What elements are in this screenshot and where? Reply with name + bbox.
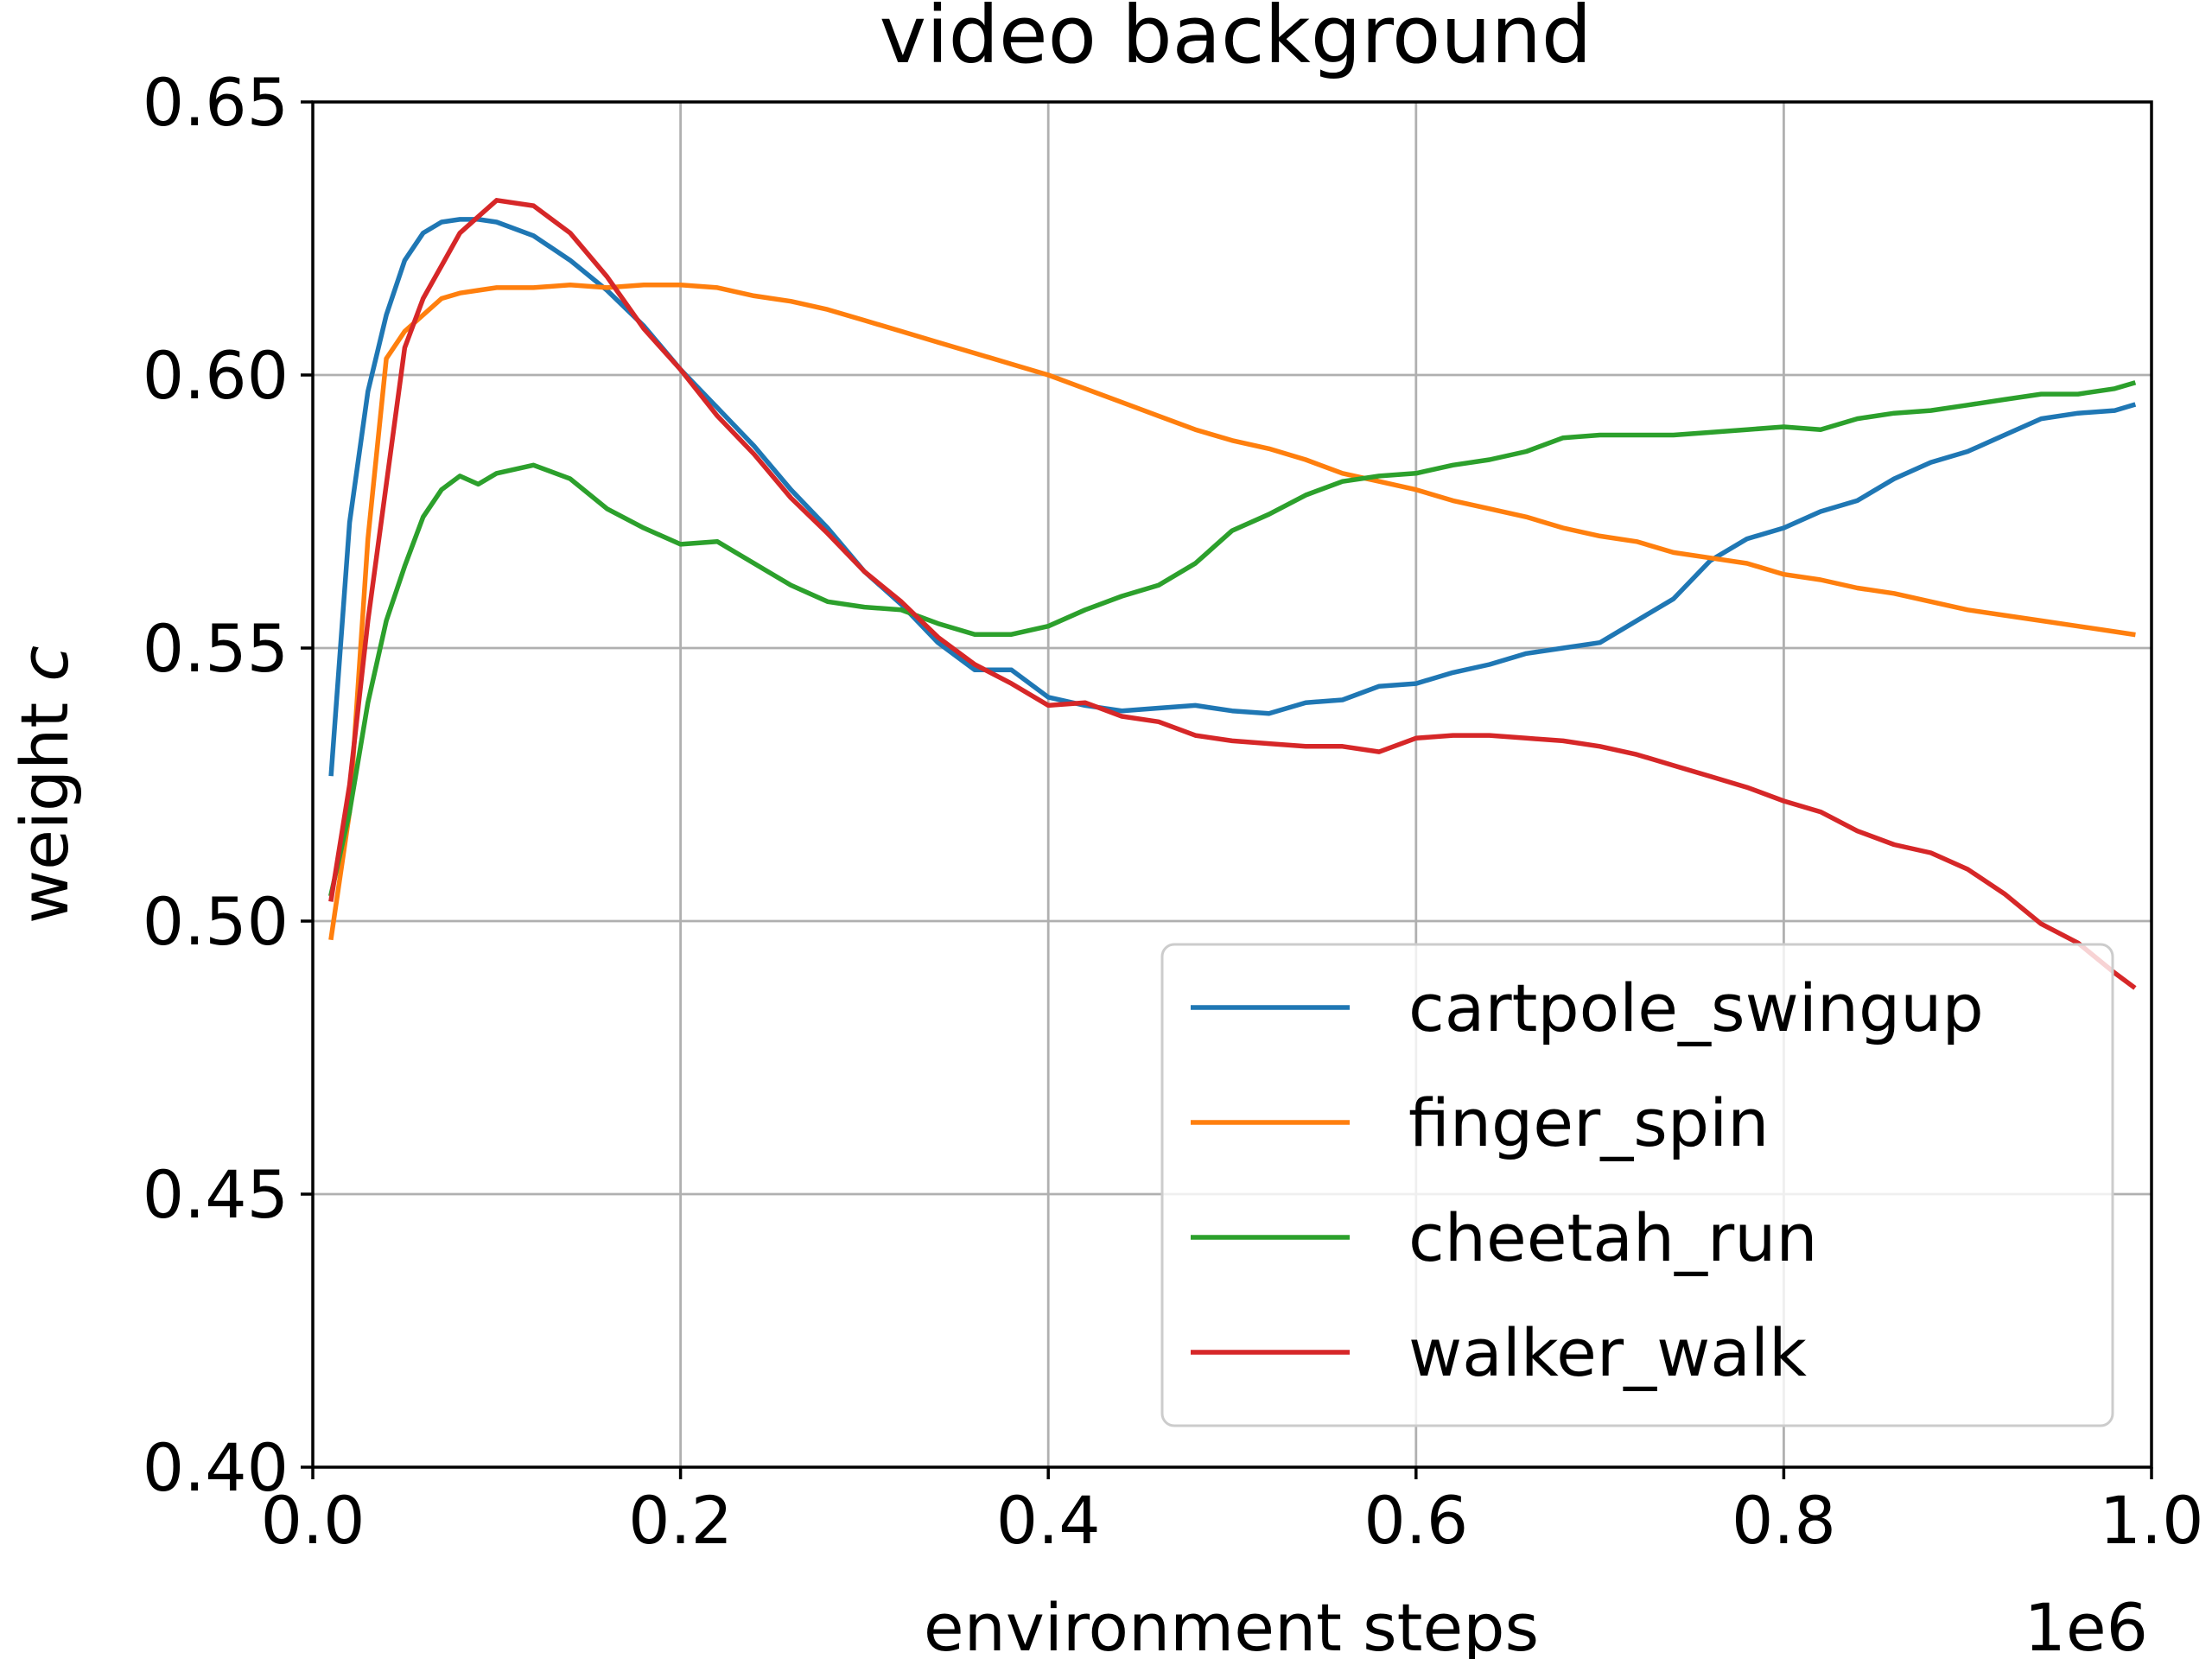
axis-ticks: 0.0 0.2 0.4 0.6 0.8 1.0 0.40 0.45 0.50 0.55 0.60 0.… <box>143 64 2204 1559</box>
legend-label-cartpole_swingup: cartpole_swingup <box>1408 969 1984 1046</box>
x-tick-label-4: 0.8 <box>1732 1482 1836 1559</box>
chart-title: video background <box>880 0 1592 81</box>
x-tick-label-3: 0.6 <box>1363 1482 1468 1559</box>
series-line-finger_spin <box>328 282 2136 941</box>
y-tick-label-2: 0.50 <box>143 883 289 960</box>
x-tick-label-1: 0.2 <box>628 1482 733 1559</box>
series-line-cheetah_run <box>328 380 2137 897</box>
plot-frame <box>311 100 2153 1469</box>
legend-box <box>1160 943 2114 1427</box>
y-tick-label-1: 0.45 <box>143 1156 289 1233</box>
x-axis-label: environment steps <box>924 1589 1539 1659</box>
legend-label-cheetah_run: cheetah_run <box>1408 1199 1818 1276</box>
x-tick-label-0: 0.0 <box>261 1482 365 1559</box>
legend-label-walker_walk: walker_walk <box>1408 1314 1807 1391</box>
series-line-walker_walk <box>328 198 2137 990</box>
y-axis-label: weight c <box>6 645 83 924</box>
legend-items: cartpole_swingup finger_spin cheetah_runwa… <box>1191 969 1984 1391</box>
series-line-cartpole_swingup <box>328 217 2137 777</box>
y-tick-label-0: 0.40 <box>143 1429 289 1506</box>
x-tick-label-5: 1.0 <box>2100 1482 2204 1559</box>
x-tick-label-2: 0.4 <box>996 1482 1101 1559</box>
y-tick-label-4: 0.60 <box>143 337 289 414</box>
y-tick-label-5: 0.65 <box>143 64 289 141</box>
y-tick-label-3: 0.55 <box>143 610 289 687</box>
grid <box>313 102 2152 1467</box>
legend: cartpole_swingup finger_spin cheetah_runwa… <box>1160 943 2114 1427</box>
legend-label-finger_spin: finger_spin <box>1408 1084 1769 1161</box>
y-axis-label-text: weight <box>6 682 83 924</box>
y-axis-label-italic: c <box>6 645 83 682</box>
x-axis-offset-label: 1e6 <box>2024 1589 2148 1659</box>
series-lines <box>328 198 2137 990</box>
